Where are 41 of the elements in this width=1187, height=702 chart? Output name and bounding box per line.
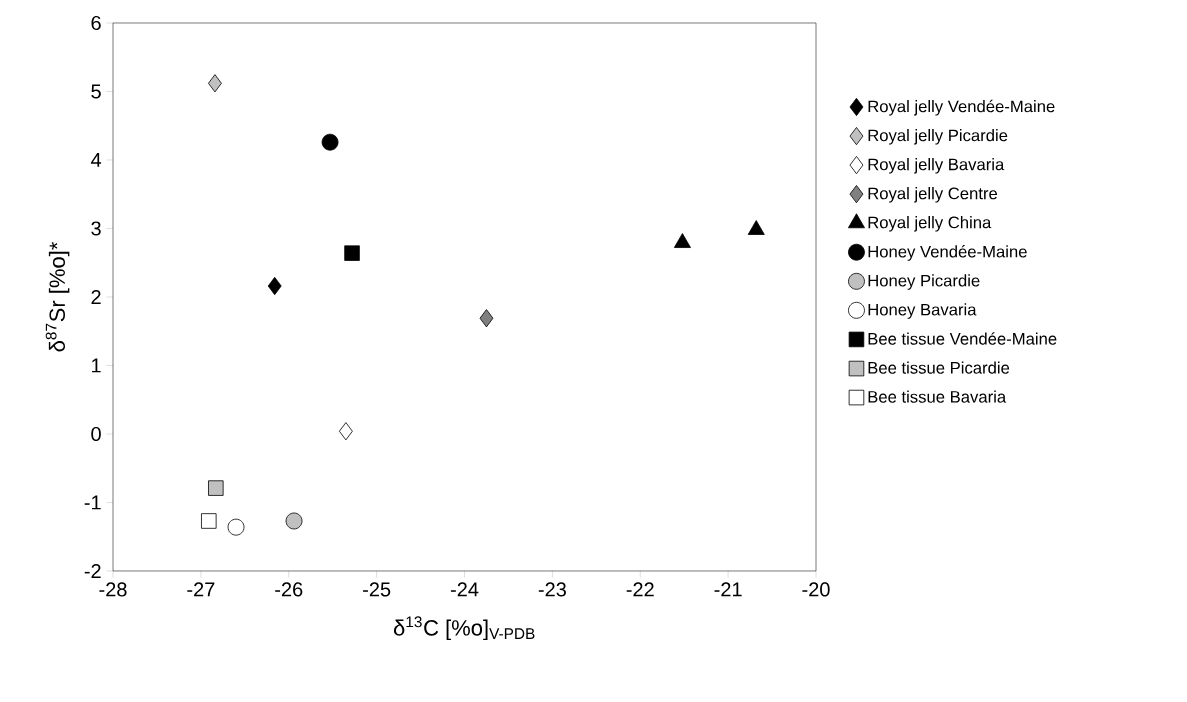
legend-label: Bee tissue Picardie [868,361,1010,374]
point [338,422,353,441]
y-tick-label: 0 [91,426,101,442]
x-tick-label: -28 [99,582,127,597]
legend-label: Honey Vendée-Maine [868,245,1027,261]
legend-label: Honey Picardie [868,274,980,290]
x-tick-label: -21 [714,582,742,597]
x-tick-label: -24 [450,582,479,597]
point [479,309,494,328]
y-tick-label: 6 [91,15,101,31]
x-tick-label: -20 [802,582,830,597]
x-tick-label: -25 [363,582,391,597]
point [321,133,339,151]
legend-label: Honey Bavaria [868,303,977,319]
point [285,512,303,530]
legend-label: Royal jelly China [868,216,992,232]
y-tick-label: 5 [91,84,101,99]
y-tick-label: 2 [91,290,101,304]
x-tick-label: -22 [626,582,654,597]
x-tick-label: -26 [275,582,303,597]
y-tick-label: -2 [84,564,101,578]
legend-label: Bee tissue Bavaria [868,390,1007,403]
legend-label: Royal jelly Vendée-Maine [868,99,1055,116]
point [208,480,224,496]
y-axis-title: δ$^{87}$Sr [%o]* [45,241,70,352]
y-tick-label: -1 [84,495,101,510]
point [201,513,217,529]
legend-label: Royal jelly Centre [868,187,998,203]
x-tick-label: -27 [187,582,215,597]
legend-label: Bee tissue Vendée-Maine [868,332,1057,345]
legend-label: Royal jelly Bavaria [868,158,1005,174]
y-tick-label: 1 [92,358,101,373]
point [208,74,222,93]
point [227,518,245,536]
legend-label: Royal jelly Picardie [868,129,1008,145]
x-axis-title: δ$^{13}$C [%o]$_{V-PDB}$ [393,616,535,641]
point [344,245,360,261]
point [267,276,282,296]
x-tick-label: -23 [538,582,566,597]
y-tick-label: 4 [90,153,102,167]
y-tick-label: 3 [91,221,101,236]
